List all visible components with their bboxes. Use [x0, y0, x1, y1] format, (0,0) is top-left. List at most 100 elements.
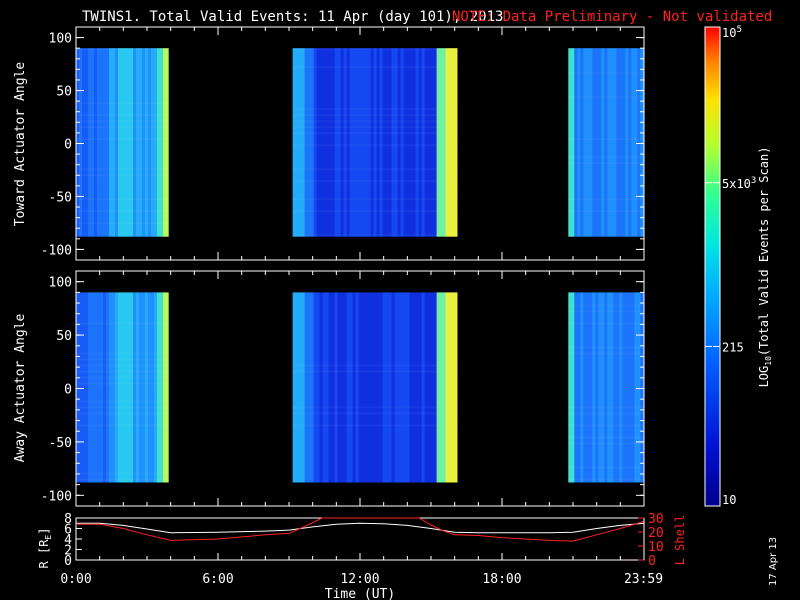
heatmap-cell-column — [454, 48, 458, 237]
heatmap-cell-column — [634, 292, 638, 483]
heatmap-texture-row — [76, 370, 169, 373]
heatmap-texture-row — [292, 48, 458, 51]
heatmap-cell-column — [79, 48, 83, 237]
heatmap-cell-column — [439, 292, 443, 483]
heatmap-cell-column — [613, 292, 617, 483]
heatmap-cell-column — [640, 48, 644, 237]
left-y-tick-label: 2 — [64, 544, 72, 559]
heatmap-texture-row — [568, 436, 644, 439]
orbit-right-axis-label: L Shell — [673, 515, 687, 566]
heatmap-cell-column — [346, 48, 350, 237]
heatmap-cell-column — [361, 48, 365, 237]
heatmap-cell-column — [160, 48, 164, 237]
heatmap-cell-column — [130, 292, 134, 483]
heatmap-texture-row — [76, 478, 169, 481]
heatmap-cell-column — [166, 48, 169, 237]
heatmap-texture-row — [292, 168, 458, 171]
heatmap-cell-column — [640, 292, 644, 483]
heatmap-texture-row — [568, 310, 644, 313]
heatmap-cell-column — [379, 48, 383, 237]
heatmap-cell-column — [364, 48, 368, 237]
heatmap-cell-column — [346, 292, 350, 483]
heatmap-cell-column — [301, 48, 305, 237]
heatmap-cell-column — [127, 48, 131, 237]
preliminary-note: NOTE: Data Preliminary - Not validated — [452, 9, 772, 25]
heatmap-cell-column — [409, 48, 413, 237]
heatmap-cell-column — [151, 292, 155, 483]
heatmap-cell-column — [604, 292, 608, 483]
heatmap-cell-column — [637, 48, 641, 237]
heatmap-cell-column — [88, 48, 92, 237]
y-tick-label: -50 — [49, 436, 72, 451]
heatmap-cell-column — [325, 292, 329, 483]
left-y-tick-label: 0 — [64, 554, 72, 569]
heatmap-cell-column — [103, 292, 107, 483]
heatmap-cell-column — [592, 292, 596, 483]
heatmap-cell-column — [145, 292, 149, 483]
heatmap-cell-column — [610, 48, 614, 237]
r-label-end: ] — [37, 528, 51, 535]
heatmap-cell-column — [157, 292, 161, 483]
heatmap-cell-column — [325, 48, 329, 237]
colorbar-tick-base: 10 — [722, 493, 736, 507]
heatmap-cell-column — [310, 292, 314, 483]
heatmap-texture-row — [568, 412, 644, 415]
heatmap-cell-column — [343, 292, 347, 483]
heatmap-texture-row — [76, 400, 169, 403]
heatmap-cell-column — [103, 48, 107, 237]
heatmap-cell-column — [142, 292, 146, 483]
heatmap-cell-column — [133, 292, 137, 483]
heatmap-cell-column — [163, 48, 167, 237]
heatmap-cell-column — [583, 48, 587, 237]
heatmap-cell-column — [127, 292, 131, 483]
y-tick-label: 0 — [64, 383, 72, 398]
heatmap-cell-column — [394, 292, 398, 483]
heatmap-texture-row — [76, 424, 169, 427]
heatmap-cell-column — [448, 292, 452, 483]
heatmap-cell-column — [388, 48, 392, 237]
heatmap-cell-column — [418, 48, 422, 237]
toward-x-ticks — [75, 27, 645, 260]
heatmap-cell-column — [391, 48, 395, 237]
heatmap-cell-column — [322, 292, 326, 483]
heatmap-texture-row — [292, 144, 458, 147]
colorbar-tick-base: 215 — [722, 340, 744, 354]
left-y-tick-label: 4 — [64, 533, 72, 548]
heatmap-cell-column — [298, 48, 302, 237]
r-label-main: R [R — [37, 539, 51, 569]
heatmap-cell-column — [448, 48, 452, 237]
heatmap-cell-column — [406, 292, 410, 483]
heatmap-cell-column — [385, 48, 389, 237]
heatmap-cell-column — [313, 48, 317, 237]
heatmap-cell-column — [352, 48, 356, 237]
heatmap-cell-column — [616, 292, 620, 483]
heatmap-texture-row — [76, 48, 169, 51]
heatmap-texture-row — [292, 180, 458, 183]
heatmap-cell-column — [421, 292, 425, 483]
heatmap-cell-column — [424, 292, 428, 483]
heatmap-texture-row — [568, 156, 644, 159]
colorbar-tick-label: 215 — [722, 340, 744, 354]
heatmap-cell-column — [322, 48, 326, 237]
heatmap-cell-column — [625, 292, 629, 483]
heatmap-cell-column — [442, 292, 446, 483]
heatmap-cell-column — [337, 48, 341, 237]
heatmap-cell-column — [625, 48, 629, 237]
toward-y-axis-label: Toward Actuator Angle — [13, 62, 28, 227]
colorbar-scale — [704, 26, 721, 507]
colorbar-label-sub: 10 — [764, 356, 773, 366]
heatmap-cell-column — [421, 48, 425, 237]
away-y-axis-label: Away Actuator Angle — [13, 313, 28, 462]
toward-y-ticks: 100 50 0 -50 -100 — [41, 32, 644, 258]
colorbar-tick-exp: 5 — [736, 25, 741, 35]
heatmap-panel-toward: 100 50 0 -50 -100 Toward Actuator Angle — [13, 26, 645, 261]
heatmap-cell-column — [121, 292, 125, 483]
y-tick-label: 50 — [56, 85, 72, 100]
series-line-r — [76, 522, 644, 534]
heatmap-cell-column — [364, 292, 368, 483]
heatmap-texture-row — [568, 210, 644, 213]
heatmap-cell-column — [607, 292, 611, 483]
x-tick-label: 23:59 — [624, 572, 663, 587]
orbit-left-axis-label: R [RE] — [37, 528, 53, 569]
colorbar-label: LOG10(Total Valid Events per Scan) — [757, 147, 773, 388]
